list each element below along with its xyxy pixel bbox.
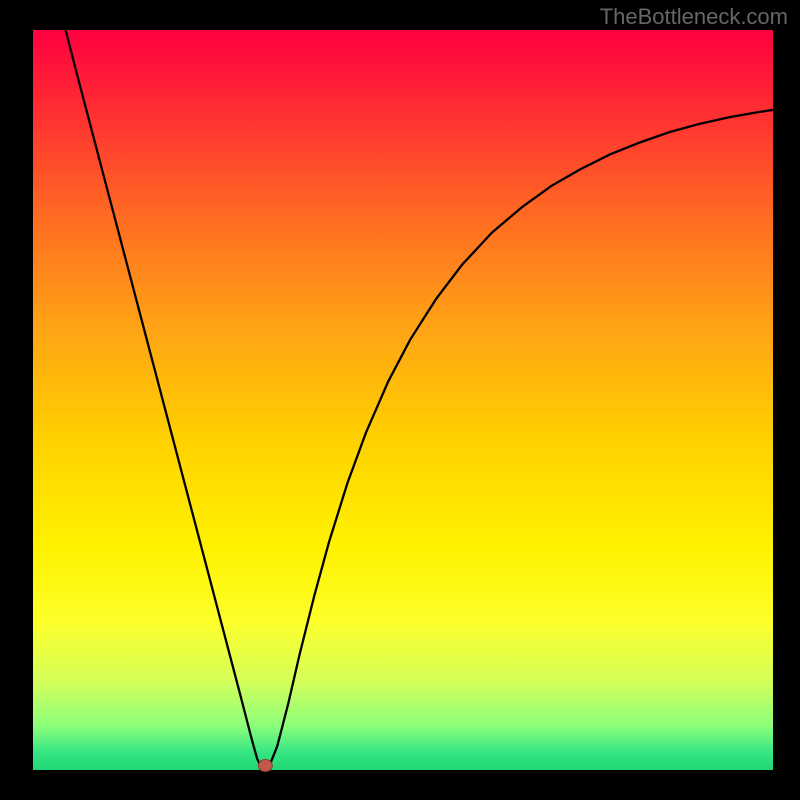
chart-svg bbox=[0, 0, 800, 800]
minimum-marker bbox=[258, 760, 272, 772]
plot-background bbox=[33, 30, 773, 770]
chart-container: TheBottleneck.com bbox=[0, 0, 800, 800]
watermark-text: TheBottleneck.com bbox=[600, 4, 788, 30]
